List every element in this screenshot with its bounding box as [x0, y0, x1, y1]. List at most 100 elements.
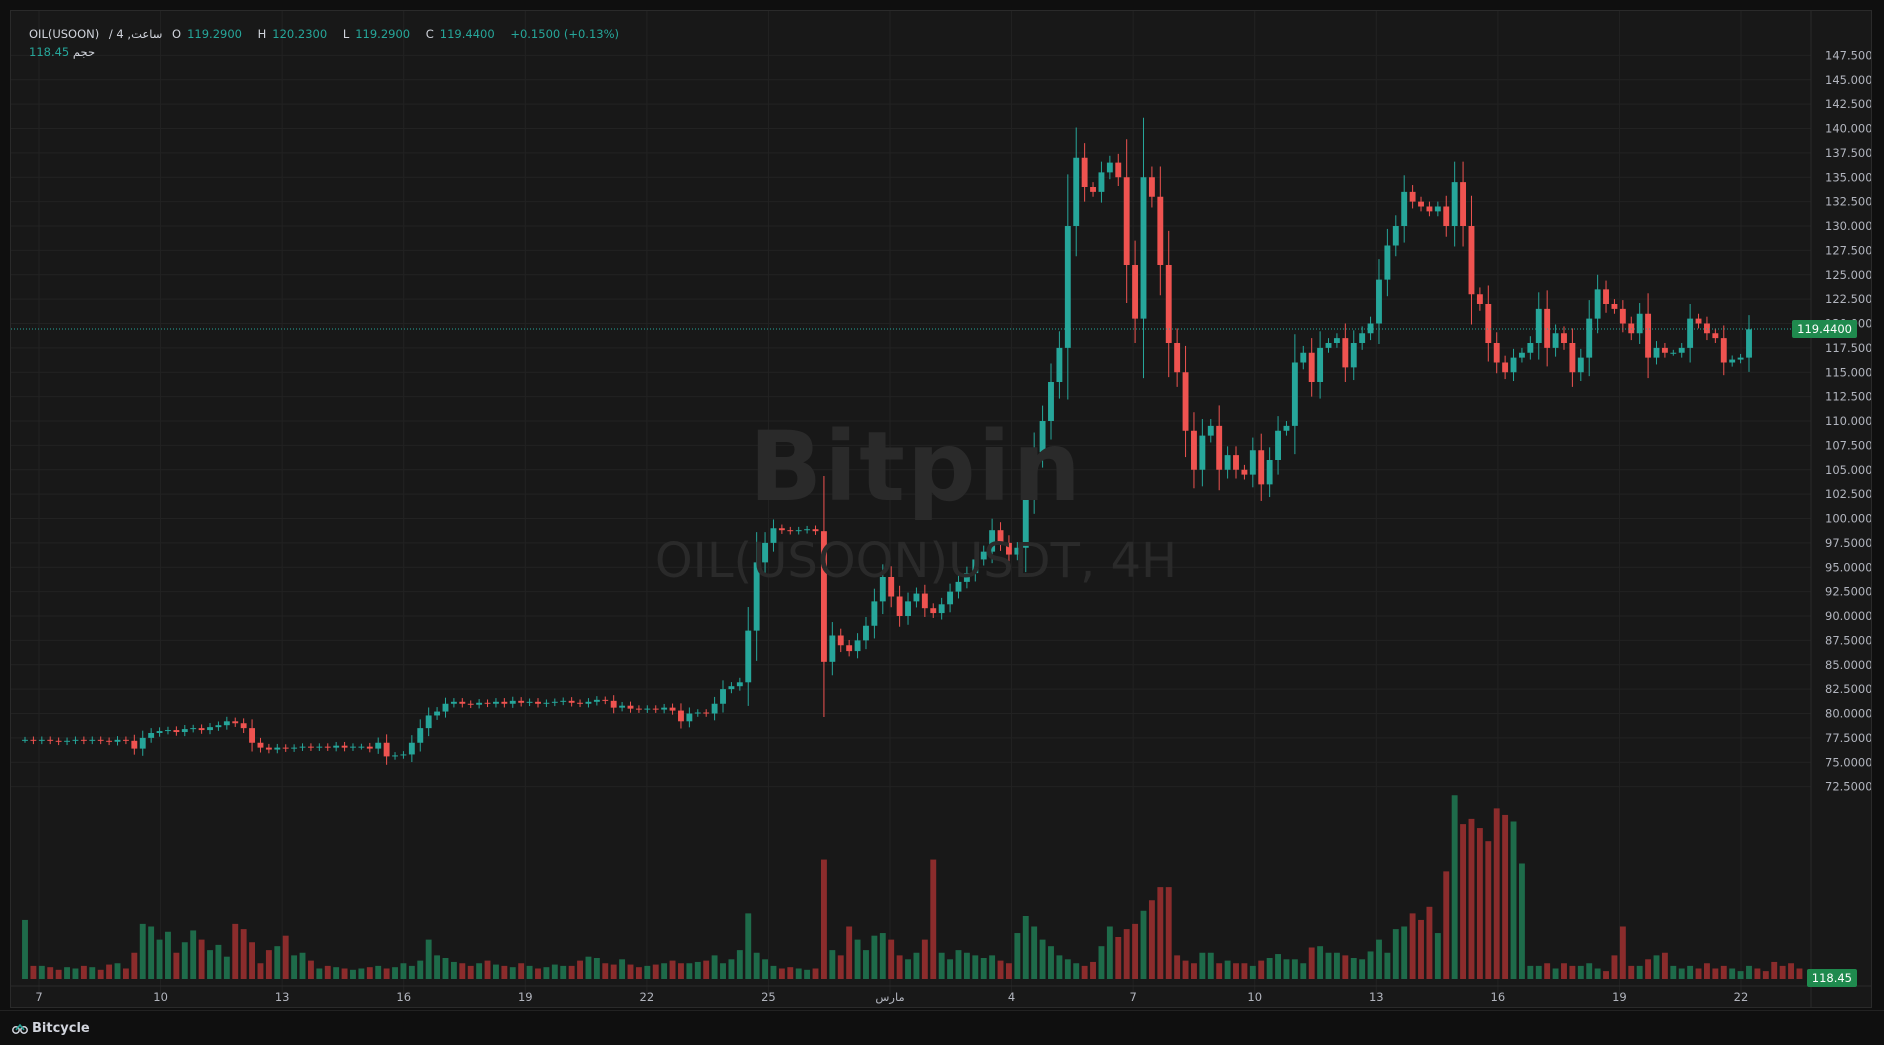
candle-body: [593, 699, 600, 702]
volume-bar: [1300, 963, 1307, 979]
candle-body: [1628, 323, 1635, 334]
candle-body: [846, 645, 853, 652]
volume-bar: [467, 965, 474, 979]
candle-body: [896, 596, 903, 616]
candle-body: [1561, 333, 1567, 343]
candle-body: [417, 728, 424, 743]
volume-bar: [1174, 955, 1181, 979]
volume-bar: [1157, 887, 1164, 979]
footer-brand[interactable]: Bitcycle: [12, 1021, 90, 1036]
volume-bar: [1544, 963, 1551, 979]
volume-bar: [1729, 968, 1736, 979]
volume-bar: [307, 960, 314, 979]
volume-bar: [1485, 841, 1492, 979]
high-label: H: [257, 27, 267, 41]
candle-body: [249, 728, 256, 743]
volume-bar: [181, 942, 188, 979]
time-tick-label: 7: [1129, 990, 1136, 1004]
volume-bar: [1014, 933, 1021, 979]
footer-brand-label: Bitcycle: [32, 1021, 90, 1036]
candle-body: [972, 559, 979, 574]
time-tick-label: 19: [1612, 990, 1627, 1004]
price-tick-label: 95.0000: [1825, 560, 1871, 574]
volume-bar: [930, 859, 937, 979]
candle-body: [619, 705, 626, 708]
candle-body: [1401, 191, 1408, 226]
candle-body: [442, 703, 449, 712]
volume-bar: [1207, 952, 1214, 979]
volume-bar: [1712, 968, 1719, 979]
candle-body: [358, 746, 365, 748]
volume-bar: [1443, 871, 1450, 979]
volume-bar: [350, 969, 356, 979]
candle-body: [1653, 347, 1660, 358]
volume-bar: [627, 964, 634, 979]
volume-bar: [1619, 926, 1626, 979]
volume-bar: [518, 963, 525, 979]
candle-body: [1670, 352, 1677, 354]
volume-bar: [955, 950, 962, 979]
candlestick-chart[interactable]: 147.5000 145.0000 142.5000 140.0000 137.5000…: [11, 11, 1871, 1007]
volume-bar: [1081, 965, 1088, 979]
volume-bar: [358, 968, 365, 979]
volume-bar: [1056, 955, 1063, 979]
candle-body: [232, 721, 239, 724]
candle-body: [1409, 191, 1416, 202]
candle-body: [55, 740, 62, 742]
volume-bar: [1720, 965, 1727, 979]
volume-bar: [678, 963, 684, 979]
chart-frame[interactable]: 147.5000 145.0000 142.5000 140.0000 137.5000…: [10, 10, 1872, 1008]
time-tick-label: 25: [761, 990, 776, 1004]
candle-body: [1611, 304, 1618, 309]
volume-bar: [812, 968, 819, 979]
volume-bar: [1510, 821, 1517, 979]
volume-bar: [1275, 954, 1281, 979]
candle-body: [1207, 425, 1214, 436]
volume-bar: [1645, 959, 1652, 979]
volume-bar: [593, 958, 600, 979]
last-price-badge: 119.4400: [1792, 319, 1857, 338]
candle-body: [274, 747, 281, 750]
candle-body: [787, 530, 794, 532]
volume-bar: [1468, 818, 1475, 979]
price-tick-label: 135.0000: [1825, 170, 1871, 184]
volume-bar: [921, 939, 928, 979]
volume-bar: [770, 965, 777, 979]
candle-body: [291, 747, 298, 749]
volume-bar: [913, 952, 920, 979]
volume-bar: [392, 967, 398, 979]
candle-body: [1603, 289, 1609, 304]
candle-body: [493, 701, 499, 704]
candle-body: [1275, 430, 1281, 460]
candle-body: [1569, 343, 1576, 373]
candle-body: [1182, 372, 1189, 431]
candle-body: [778, 528, 785, 531]
candle-body: [1216, 425, 1223, 470]
volume-bar: [1737, 971, 1744, 979]
candle-body: [989, 530, 996, 552]
candle-body: [1342, 338, 1349, 368]
candle-body: [392, 755, 398, 757]
candle-body: [1064, 226, 1071, 348]
candle-body: [1224, 455, 1231, 470]
candle-body: [678, 710, 684, 722]
candle-body: [1098, 172, 1105, 192]
price-tick-label: 130.0000: [1825, 219, 1871, 233]
candle-body: [1031, 452, 1038, 495]
volume-bar: [854, 939, 861, 979]
candle-body: [1174, 343, 1181, 373]
volume-bar: [694, 961, 701, 979]
volume-bar: [568, 965, 575, 979]
candle-body: [1510, 357, 1517, 373]
volume-bar: [997, 960, 1004, 979]
candle-body: [1249, 450, 1256, 475]
last-volume-badge: 118.45: [1806, 969, 1857, 987]
volume-bar: [1350, 958, 1357, 979]
candle-body: [223, 721, 230, 726]
volume-bar: [963, 952, 970, 979]
volume-bar: [1073, 963, 1080, 979]
interval-label: / 4 ,ساعت: [108, 27, 163, 41]
candle-body: [879, 577, 886, 602]
volume-label: حجم: [72, 45, 96, 59]
price-tick-label: 107.5000: [1825, 438, 1871, 452]
